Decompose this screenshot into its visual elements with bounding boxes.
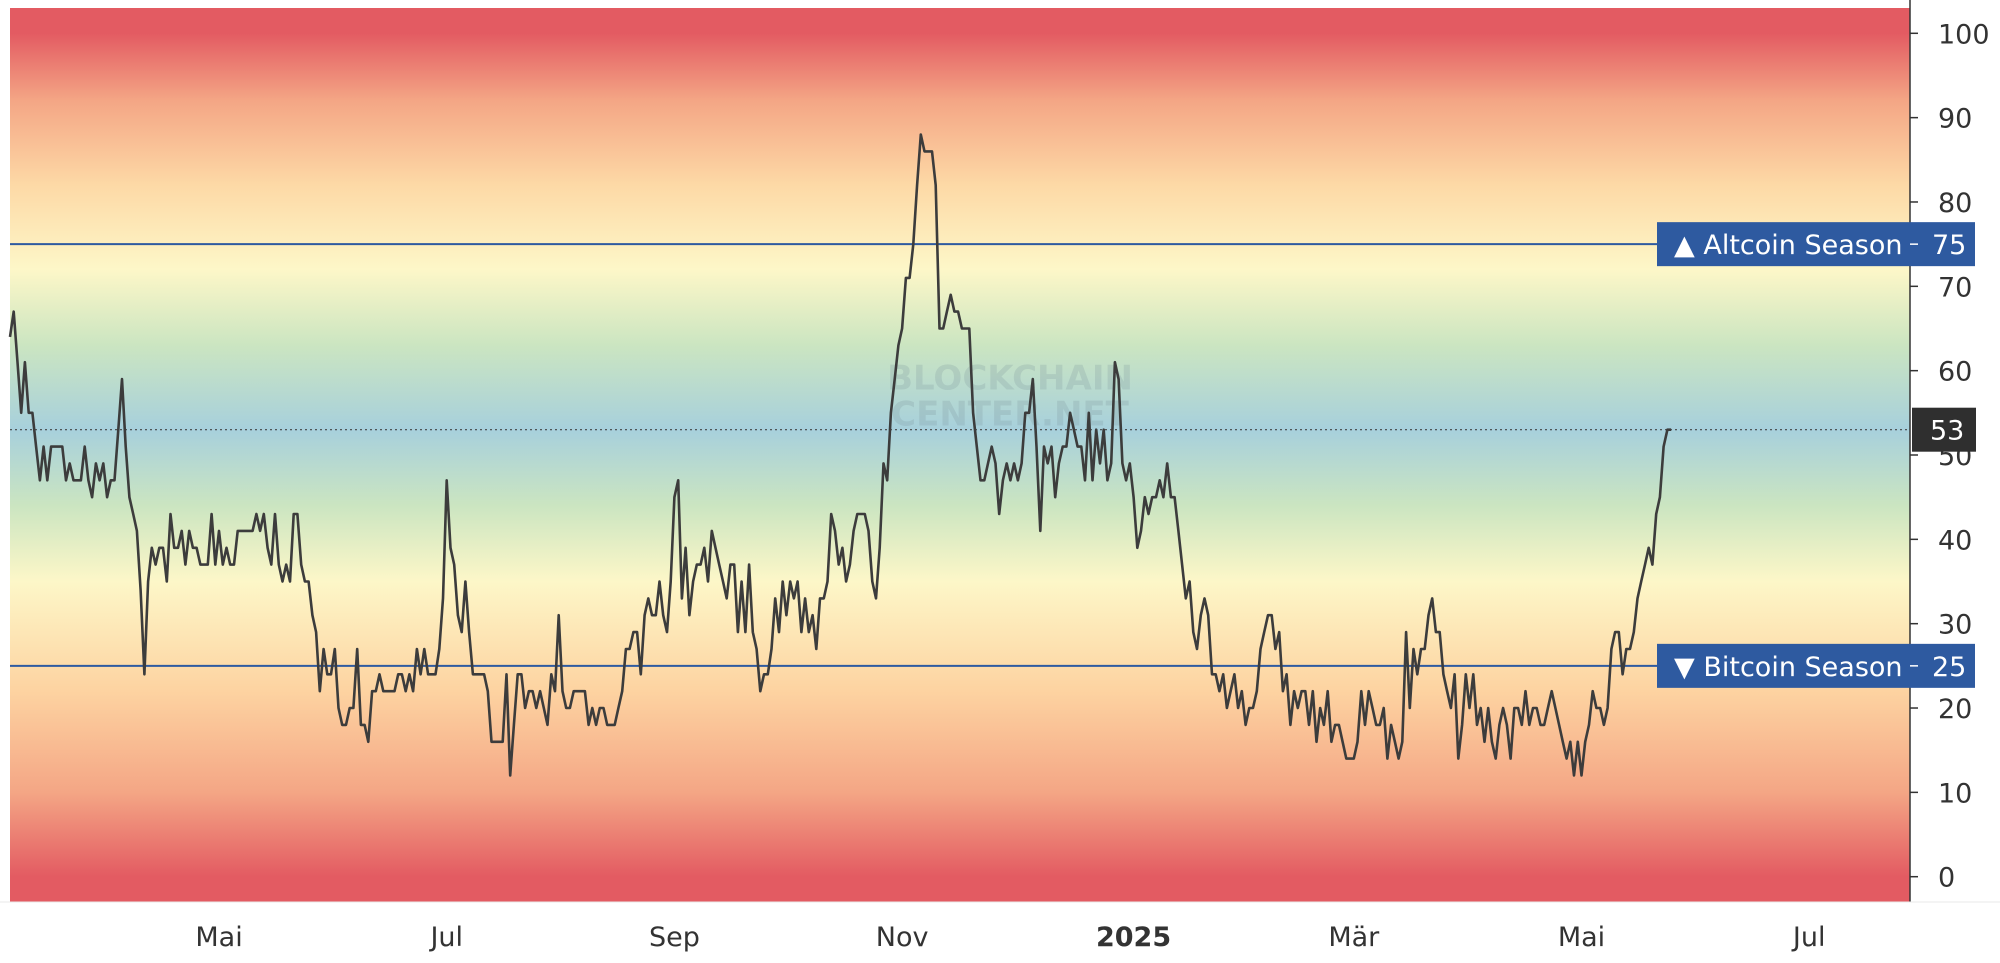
threshold-label: ▲ Altcoin Season 75 — [1657, 222, 1975, 267]
watermark-line-2: CENTER.NET — [891, 394, 1129, 434]
y-tick-label: 20 — [1938, 694, 1972, 725]
x-tick-label: Sep — [649, 922, 700, 953]
x-tick-label: 2025 — [1096, 922, 1171, 953]
current-value-box — [1912, 407, 1976, 452]
x-tick-label: Nov — [876, 922, 929, 953]
plot-background — [10, 8, 1910, 902]
series-line — [8, 133, 1672, 777]
y-tick-label: 80 — [1938, 188, 1972, 219]
x-tick-label: Mai — [195, 922, 242, 953]
y-tick-label: 70 — [1938, 272, 1972, 303]
threshold-label-box — [1657, 222, 1975, 267]
y-tick-label: 30 — [1938, 610, 1972, 641]
threshold-label-text: ▼ Bitcoin Season — [1674, 652, 1903, 683]
current-value-badge: 53 — [1912, 407, 1976, 452]
y-tick-label: 0 — [1938, 863, 1955, 894]
threshold-label-box — [1657, 643, 1975, 688]
threshold-label: ▼ Bitcoin Season 25 — [1657, 643, 1975, 688]
x-tick-label: Jul — [1791, 922, 1826, 953]
threshold-value: 75 — [1932, 230, 1966, 261]
current-value-text: 53 — [1930, 416, 1964, 447]
y-tick-label: 40 — [1938, 525, 1972, 556]
threshold-labels: ▲ Altcoin Season 75 ▼ Bitcoin Season 25 — [1657, 222, 1975, 688]
x-tick-label: Mär — [1328, 922, 1380, 953]
watermark: BLOCKCHAIN CENTER.NET — [887, 359, 1133, 435]
y-tick-label: 90 — [1938, 104, 1972, 135]
y-tick-label: 60 — [1938, 357, 1972, 388]
watermark-line-1: BLOCKCHAIN — [887, 359, 1133, 399]
threshold-label-text: ▲ Altcoin Season — [1674, 230, 1902, 261]
y-tick-label: 100 — [1938, 19, 1990, 50]
x-axis: Mai Jul Sep Nov 2025 Mär Mai Jul — [0, 901, 2000, 953]
y-tick-label: 10 — [1938, 778, 1972, 809]
x-tick-label: Jul — [428, 922, 463, 953]
threshold-value: 25 — [1932, 652, 1966, 683]
x-tick-label: Mai — [1558, 922, 1605, 953]
